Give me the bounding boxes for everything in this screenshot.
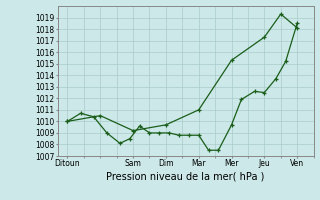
X-axis label: Pression niveau de la mer( hPa ): Pression niveau de la mer( hPa )	[107, 171, 265, 181]
